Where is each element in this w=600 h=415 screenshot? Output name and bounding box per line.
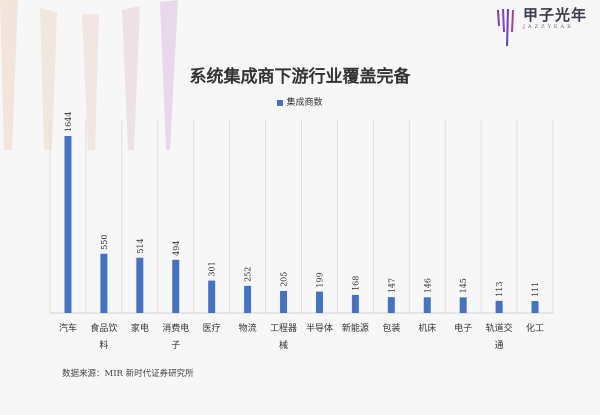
bar-电子 bbox=[459, 297, 467, 313]
category-label: 物流 bbox=[239, 322, 257, 334]
category-label: 工程器 bbox=[270, 323, 297, 334]
bar-机床 bbox=[423, 297, 431, 313]
legend: 集成商数 bbox=[0, 95, 600, 108]
logo-sub: JAZZYEAR bbox=[523, 24, 574, 30]
data-label: 145 bbox=[459, 278, 468, 293]
data-label: 514 bbox=[136, 238, 145, 253]
logo-mark-icon bbox=[497, 8, 514, 46]
legend-swatch bbox=[277, 99, 284, 106]
category-label: 医疗 bbox=[203, 322, 221, 334]
category-label: 化工 bbox=[526, 322, 544, 334]
bar-化工 bbox=[531, 301, 539, 313]
source-note: 数据来源：MIR 新时代证券研究所 bbox=[62, 369, 194, 379]
bar-轨道交通 bbox=[495, 300, 503, 313]
bar-食品饮料 bbox=[100, 253, 108, 313]
chart-title: 系统集成商下游行业覆盖完备 bbox=[189, 67, 411, 87]
category-label: 子 bbox=[171, 340, 180, 351]
category-label: 轨道交 bbox=[486, 322, 513, 334]
logo-name: 甲子光年 bbox=[523, 6, 588, 24]
data-label: 205 bbox=[280, 272, 289, 287]
data-label: 1644 bbox=[64, 112, 73, 132]
category-label: 机床 bbox=[418, 322, 436, 334]
bar-汽车 bbox=[64, 136, 72, 313]
category-label: 食品饮 bbox=[90, 322, 117, 334]
data-label: 168 bbox=[351, 276, 360, 291]
category-label: 料 bbox=[99, 339, 108, 351]
bar-半导体 bbox=[315, 291, 323, 313]
bar-消费电子 bbox=[172, 259, 180, 313]
data-label: 494 bbox=[172, 241, 181, 256]
data-label: 550 bbox=[100, 235, 109, 250]
category-label: 半导体 bbox=[306, 322, 333, 334]
data-label: 111 bbox=[531, 282, 540, 297]
data-label: 301 bbox=[208, 261, 217, 276]
data-label: 113 bbox=[495, 282, 504, 297]
category-label: 电子 bbox=[454, 322, 472, 334]
data-label: 199 bbox=[315, 272, 324, 287]
bar-新能源 bbox=[351, 294, 359, 313]
category-label: 消费电 bbox=[162, 322, 189, 334]
category-label: 家电 bbox=[131, 322, 149, 334]
bar-包装 bbox=[387, 297, 395, 313]
bar-家电 bbox=[136, 257, 144, 313]
logo: 甲子光年 JAZZYEAR bbox=[495, 6, 587, 46]
category-label: 械 bbox=[279, 339, 288, 351]
data-label: 252 bbox=[244, 267, 253, 282]
legend-label: 集成商数 bbox=[286, 98, 323, 108]
category-label: 通 bbox=[495, 340, 504, 351]
data-label: 146 bbox=[423, 278, 432, 293]
bar-医疗 bbox=[208, 280, 216, 313]
bar-工程器械 bbox=[280, 290, 288, 313]
bar-物流 bbox=[244, 285, 252, 313]
data-label: 147 bbox=[387, 278, 396, 293]
category-label: 汽车 bbox=[59, 322, 77, 334]
category-label: 包装 bbox=[382, 322, 400, 334]
category-label: 新能源 bbox=[342, 322, 369, 334]
